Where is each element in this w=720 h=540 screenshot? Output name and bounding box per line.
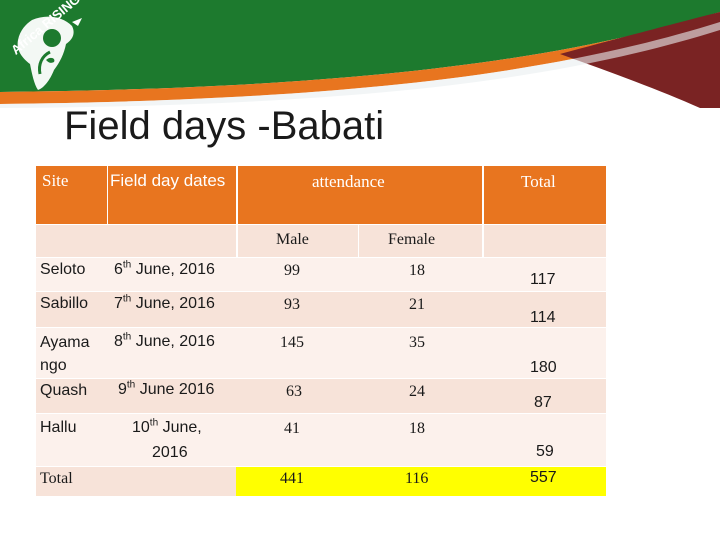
total-cell: 117 — [530, 271, 556, 288]
female-cell: 18 — [409, 262, 425, 279]
totals-total: 557 — [530, 469, 557, 486]
date-cell: 9th June 2016 — [118, 379, 215, 398]
male-cell: 145 — [280, 334, 304, 351]
site-cell: Quash — [40, 382, 88, 399]
date-cell: 7th June, 2016 — [114, 293, 215, 312]
site-cell: Sabillo — [40, 295, 89, 312]
totals-highlight — [236, 466, 606, 496]
table-row — [36, 291, 606, 327]
site-cell: Seloto — [40, 261, 86, 278]
female-cell: 18 — [409, 420, 425, 437]
male-cell: 63 — [286, 383, 302, 400]
col-header-total: Total — [521, 172, 556, 191]
table-row — [36, 413, 606, 466]
table-row — [36, 378, 606, 413]
totals-row — [36, 466, 236, 496]
subheader-row — [36, 224, 606, 257]
female-cell: 24 — [409, 383, 425, 400]
totals-label: Total — [40, 470, 73, 487]
table-row — [36, 257, 606, 291]
col-header-female: Female — [388, 231, 436, 248]
date-cell: 8th June, 2016 — [114, 331, 215, 350]
total-cell: 180 — [530, 359, 557, 376]
col-header-male: Male — [276, 231, 309, 248]
female-cell: 35 — [409, 334, 425, 351]
col-header-dates: Field day dates — [110, 171, 226, 190]
total-cell: 59 — [536, 443, 554, 460]
table-row — [36, 327, 606, 378]
date-cell: 10th June, — [132, 417, 202, 436]
male-cell: 41 — [284, 420, 300, 437]
col-header-site: Site — [42, 171, 69, 190]
total-cell: 87 — [534, 394, 552, 411]
col-header-attendance: attendance — [312, 172, 385, 191]
date-cell: 6th June, 2016 — [114, 259, 215, 278]
totals-male: 441 — [280, 470, 304, 487]
totals-female: 116 — [405, 470, 429, 487]
total-cell: 114 — [530, 309, 556, 326]
female-cell: 21 — [409, 296, 425, 313]
site-cell: Ayama — [40, 334, 90, 351]
male-cell: 99 — [284, 262, 300, 279]
date-cell-line2: 2016 — [152, 444, 188, 461]
page-title: Field days -Babati — [64, 104, 385, 148]
site-cell: Hallu — [40, 419, 77, 436]
site-cell-line2: ngo — [40, 357, 67, 374]
male-cell: 93 — [284, 296, 300, 313]
header-banner — [0, 0, 720, 108]
header-row — [36, 166, 606, 224]
africa-rising-logo — [17, 16, 82, 90]
